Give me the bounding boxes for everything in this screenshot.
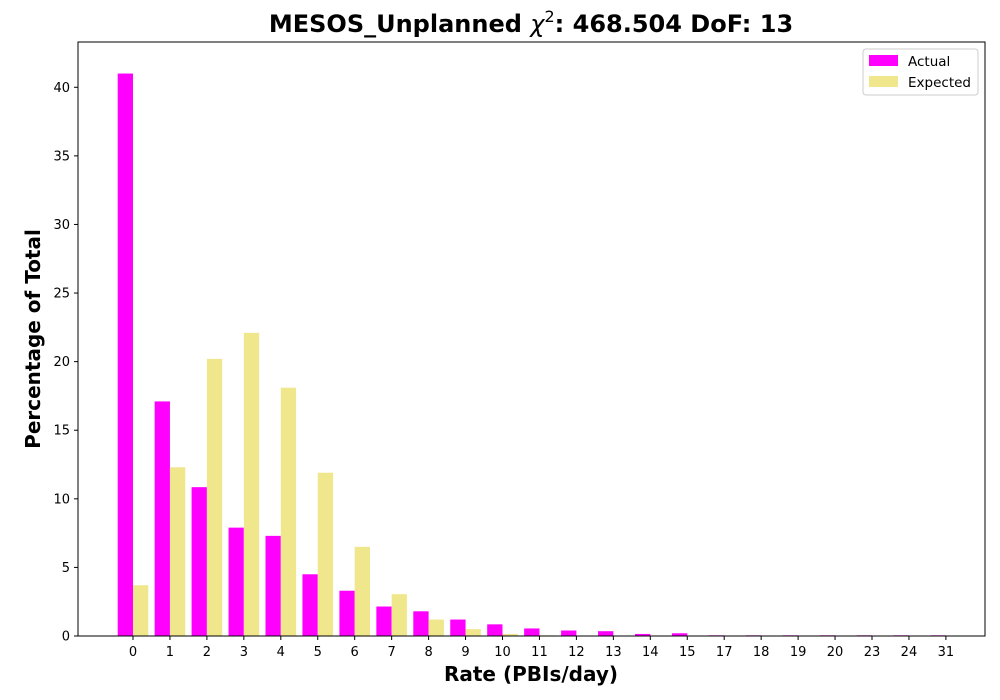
bar-expected-2	[206, 358, 223, 636]
bar-actual-2	[191, 487, 207, 636]
plot-frame	[77, 41, 986, 637]
legend-label-actual: Actual	[908, 54, 950, 70]
x-tick-label: 6	[351, 645, 359, 660]
x-tick-label: 2	[203, 645, 211, 660]
y-tick-label: 10	[53, 492, 70, 507]
x-tick-label: 19	[790, 645, 807, 660]
y-tick-label: 5	[62, 561, 70, 576]
bar-expected-1	[169, 467, 186, 636]
bar-actual-0	[117, 73, 133, 637]
x-tick-label: 12	[568, 645, 585, 660]
x-tick-label: 17	[716, 645, 733, 660]
bar-actual-8	[413, 611, 429, 636]
x-tick-label: 24	[901, 645, 918, 660]
bar-expected-0	[133, 585, 149, 636]
bars-group	[117, 73, 946, 637]
y-ticks-group: 0 5 10 15 20 25 30 35 40	[53, 81, 78, 645]
bar-expected-9	[465, 629, 481, 636]
chart-title-sup: 2	[544, 7, 554, 26]
x-tick-label: 0	[129, 645, 137, 660]
x-tick-label: 5	[314, 645, 322, 660]
x-tick-label: 23	[864, 645, 881, 660]
chart-title-chi: χ	[528, 10, 545, 38]
legend-swatch-expected	[869, 76, 898, 87]
bar-actual-7	[376, 606, 392, 636]
bar-expected-5	[317, 472, 334, 636]
bar-actual-5	[302, 574, 318, 636]
bar-expected-7	[391, 594, 407, 636]
legend: Actual Expected	[862, 48, 979, 96]
bar-actual-14	[635, 633, 651, 636]
legend-swatch-actual	[869, 55, 898, 66]
bar-actual-10	[487, 624, 503, 636]
y-tick-label: 25	[53, 287, 70, 302]
x-tick-label: 1	[166, 645, 174, 660]
y-tick-label: 35	[53, 149, 70, 164]
x-tick-label: 31	[938, 645, 955, 660]
legend-label-expected: Expected	[908, 75, 971, 91]
x-ticks-group: 0 1 2 3 4 5 6 7 8 9 10 11 12 13 14 15 17 18 19 20 23 24 31	[129, 636, 954, 660]
x-tick-label: 10	[494, 645, 511, 660]
y-tick-label: 30	[53, 218, 70, 233]
x-tick-label: 13	[605, 645, 622, 660]
x-tick-label: 14	[642, 645, 659, 660]
y-tick-label: 40	[53, 81, 70, 96]
x-tick-label: 7	[388, 645, 396, 660]
bar-actual-9	[450, 619, 466, 636]
bar-actual-12	[561, 630, 577, 636]
bar-actual-15	[671, 633, 688, 636]
x-tick-label: 4	[277, 645, 285, 660]
bar-expected-3	[243, 332, 260, 636]
x-tick-label: 20	[827, 645, 844, 660]
x-tick-label: 11	[531, 645, 548, 660]
chart-title: MESOS_Unplanned χ2: 468.504 DoF: 13	[269, 7, 793, 38]
bar-expected-6	[354, 546, 370, 636]
chart-title-suffix: : 468.504 DoF: 13	[555, 10, 793, 38]
x-tick-label: 8	[424, 645, 432, 660]
bar-actual-6	[339, 590, 355, 636]
bar-expected-8	[428, 619, 444, 636]
x-tick-label: 9	[461, 645, 469, 660]
y-tick-label: 15	[53, 424, 70, 439]
y-tick-label: 0	[62, 630, 70, 645]
bar-actual-1	[154, 401, 170, 636]
chart-title-prefix: MESOS_Unplanned	[269, 10, 530, 38]
bar-actual-4	[265, 535, 281, 636]
bar-actual-13	[598, 631, 614, 636]
x-tick-label: 18	[753, 645, 770, 660]
x-axis-label: Rate (PBIs/day)	[444, 662, 618, 686]
bar-expected-10	[502, 633, 518, 636]
x-tick-label: 3	[240, 645, 248, 660]
bar-actual-11	[524, 628, 540, 636]
bar-actual-3	[228, 527, 244, 636]
x-tick-label: 15	[679, 645, 696, 660]
y-axis-label: Percentage of Total	[21, 229, 45, 449]
y-tick-label: 20	[53, 355, 70, 370]
bar-expected-4	[280, 387, 297, 636]
